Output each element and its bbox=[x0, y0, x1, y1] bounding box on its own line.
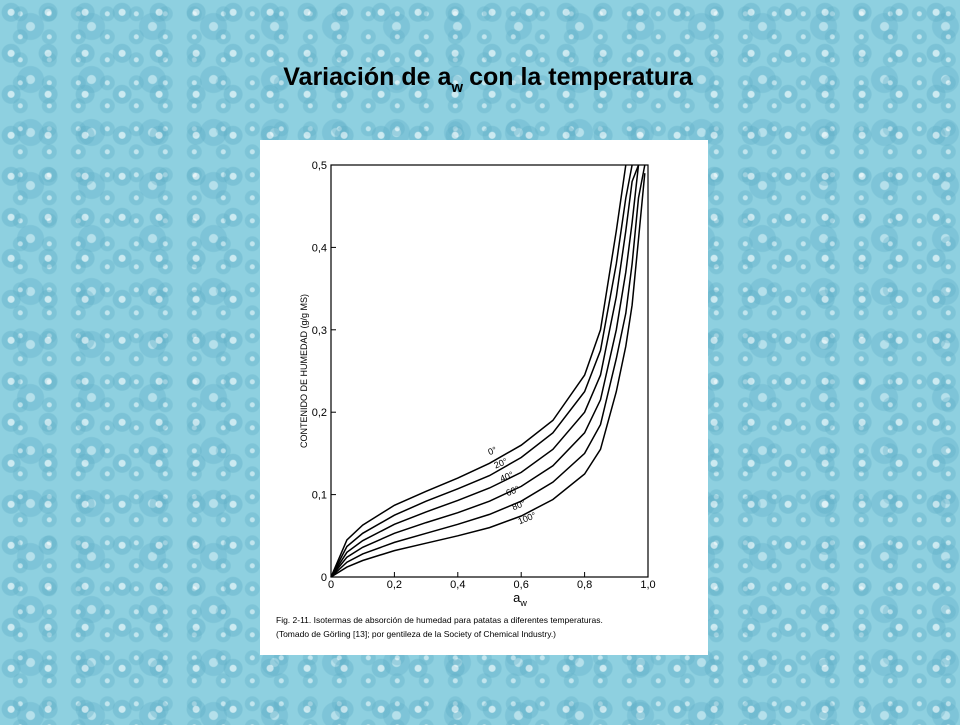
y-tick-label: 0,4 bbox=[312, 242, 327, 254]
y-axis-label: CONTENIDO DE HUMEDAD (g/g MS) bbox=[299, 294, 309, 448]
series-label: 80° bbox=[511, 498, 528, 513]
isotherm-line bbox=[330, 164, 640, 578]
caption-line: (Tomado de Görling [13]; por gentileza d… bbox=[276, 629, 556, 639]
y-tick-label: 0,3 bbox=[312, 325, 327, 337]
title-text: Variación de a bbox=[283, 63, 452, 91]
title-subscript: w bbox=[450, 79, 463, 96]
isotherm-line bbox=[330, 164, 627, 578]
title-text: con la temperatura bbox=[469, 63, 694, 91]
y-tick-label: 0,2 bbox=[312, 407, 327, 419]
x-tick-label: 0 bbox=[328, 579, 334, 591]
caption-line: Fig. 2-11. Isotermas de absorción de hum… bbox=[276, 615, 603, 625]
isotherm-line bbox=[330, 164, 646, 578]
plot-frame bbox=[330, 164, 649, 578]
x-label-base: a bbox=[513, 590, 521, 605]
x-axis-label: aw bbox=[513, 590, 527, 608]
series-label: 20° bbox=[493, 456, 510, 471]
y-tick-label: 0 bbox=[321, 572, 327, 584]
y-tick-label: 0,1 bbox=[312, 490, 327, 502]
x-tick-label: 0,6 bbox=[514, 579, 529, 591]
isotherm-line bbox=[330, 173, 646, 578]
x-tick-label: 0,8 bbox=[577, 579, 592, 591]
isotherm-line bbox=[330, 164, 633, 578]
slide-title: Variación de aw con la temperatura bbox=[283, 63, 694, 96]
x-tick-label: 0,4 bbox=[450, 579, 465, 591]
x-tick-label: 0,2 bbox=[387, 579, 402, 591]
x-tick-label: 1,0 bbox=[640, 579, 655, 591]
isotherm-line bbox=[330, 164, 640, 578]
series-label: 0° bbox=[487, 444, 499, 457]
x-label-subscript: w bbox=[519, 598, 527, 608]
y-tick-label: 0,5 bbox=[312, 160, 327, 172]
series-label: 40° bbox=[499, 469, 516, 484]
series-label: 60° bbox=[505, 484, 522, 499]
